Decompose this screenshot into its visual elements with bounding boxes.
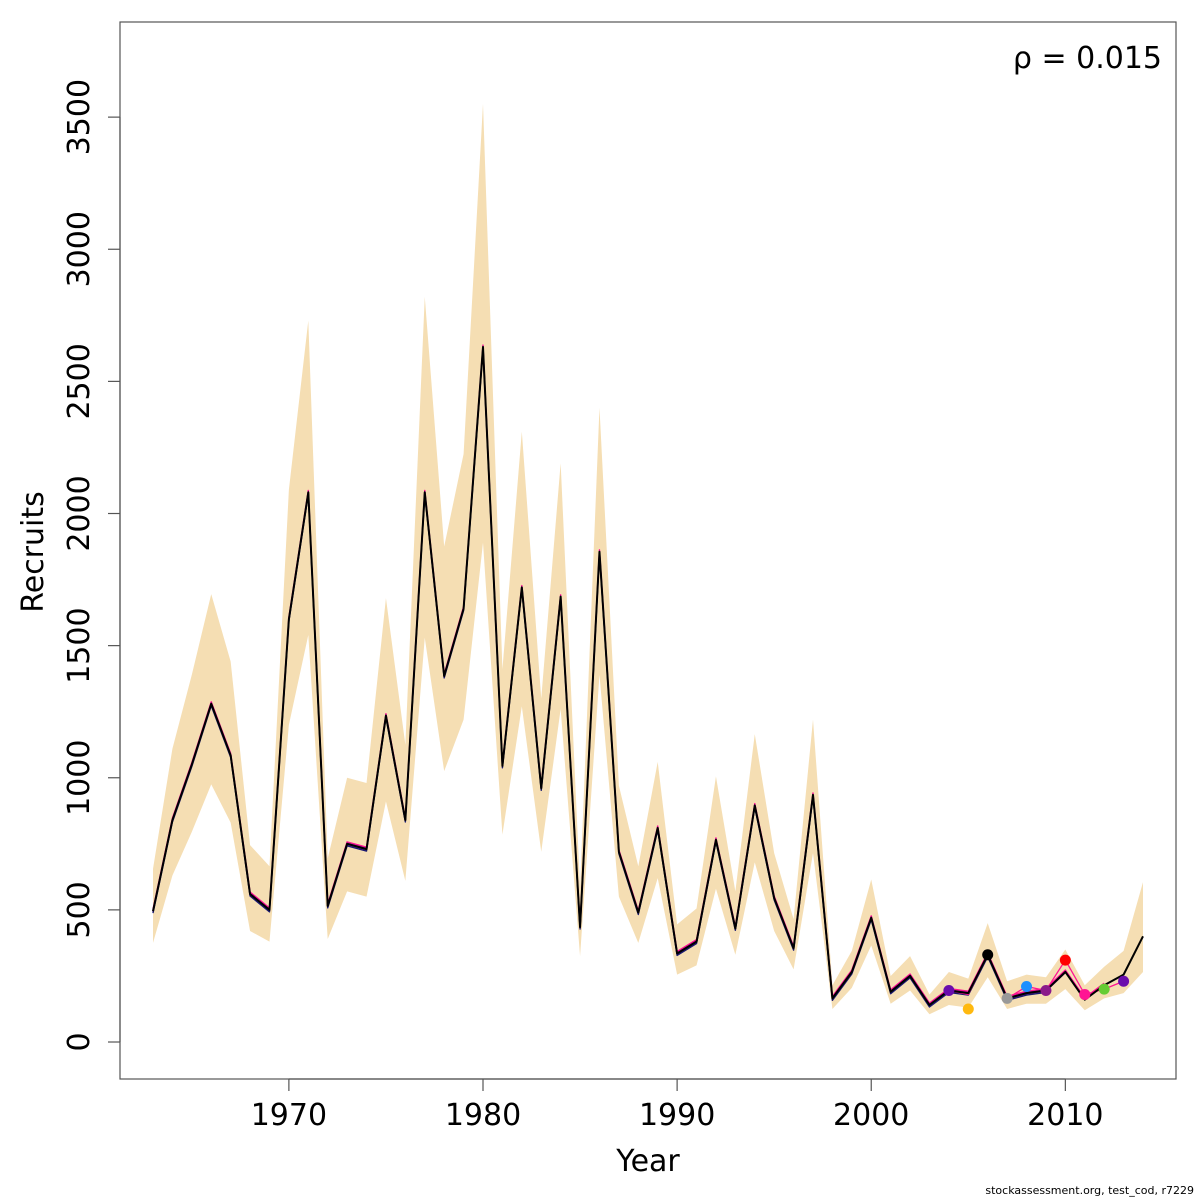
x-tick-label-2000: 2000 <box>833 1098 909 1133</box>
y-tick-label-1500: 1500 <box>62 607 97 683</box>
estimate-line <box>152 346 1144 1007</box>
retro-point-2006 <box>982 949 994 961</box>
y-tick-label-500: 500 <box>62 881 97 938</box>
y-tick-label-2500: 2500 <box>62 343 97 419</box>
retro-point-2012 <box>1098 983 1110 995</box>
retro-point-2010 <box>1059 954 1071 966</box>
y-axis-title: Recruits <box>16 491 51 613</box>
x-tick-label-1990: 1990 <box>639 1098 715 1133</box>
confidence-band <box>153 103 1143 1015</box>
x-axis-title: Year <box>615 1144 680 1179</box>
y-tick-label-3000: 3000 <box>62 211 97 287</box>
retro-point-2009 <box>1040 984 1052 996</box>
confidence-band-layer <box>153 103 1143 1015</box>
x-tick-label-1980: 1980 <box>445 1098 521 1133</box>
rho-annotation: ρ = 0.015 <box>1013 41 1162 76</box>
retro-point-2011 <box>1079 988 1091 1000</box>
y-tick-label-2000: 2000 <box>62 475 97 551</box>
retro-point-2007 <box>1001 992 1013 1004</box>
retro-point-2008 <box>1021 981 1033 993</box>
x-tick-label-2010: 2010 <box>1027 1098 1103 1133</box>
y-axis: 0 500 1000 1500 2000 2500 3000 3500 <box>62 79 121 1052</box>
y-tick-label-1000: 1000 <box>62 740 97 816</box>
retro-point-2004 <box>943 984 955 996</box>
footer-credit: stockassessment.org, test_cod, r7229 <box>985 1184 1194 1197</box>
x-axis: 1970 1980 1990 2000 2010 <box>251 1078 1104 1133</box>
y-tick-label-0: 0 <box>62 1032 97 1051</box>
y-tick-label-3500: 3500 <box>62 79 97 155</box>
retro-point-2013 <box>1118 975 1130 987</box>
x-tick-label-1970: 1970 <box>251 1098 327 1133</box>
retro-point-2005 <box>962 1003 974 1015</box>
retro-point-layer <box>943 949 1130 1015</box>
